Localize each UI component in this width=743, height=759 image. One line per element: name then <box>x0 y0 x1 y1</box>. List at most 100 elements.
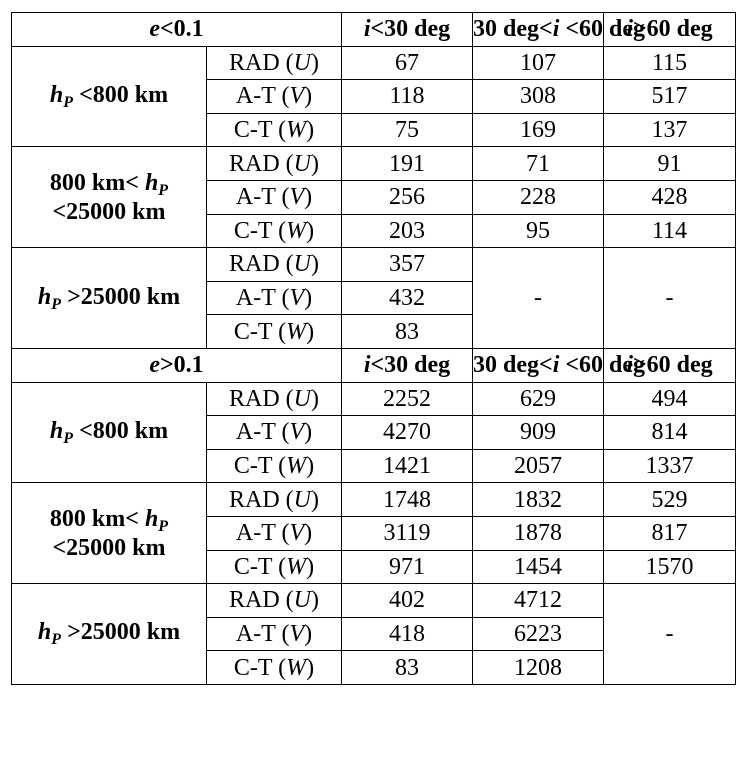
header-row: e>0.1 i<30 deg 30 deg<i <60 deg i>60 deg <box>11 347 736 383</box>
component-label: A-T (V) <box>206 179 342 215</box>
component-symbol: V <box>289 285 305 312</box>
value-cell: 909 <box>472 415 604 450</box>
component-close: ) <box>304 184 313 211</box>
perigee-altitude-label: hP >25000 km <box>11 583 207 685</box>
component-close: ) <box>311 150 319 177</box>
perigee-range-upper: <25000 km <box>52 534 166 561</box>
component-close: ) <box>306 217 315 244</box>
component-close: ) <box>311 587 319 614</box>
table-row: A-T (V) 432 <box>12 280 736 316</box>
value-cell: 1748 <box>341 482 473 517</box>
component-label: A-T (V) <box>206 79 342 114</box>
value-cell: 1454 <box>472 549 604 585</box>
inclination-symbol: i <box>626 352 633 379</box>
component-label: C-T (W) <box>206 650 342 685</box>
component-label: RAD (U) <box>206 583 342 618</box>
component-close: ) <box>304 620 313 647</box>
component-close: ) <box>306 453 315 480</box>
table-row: C-T (W) 83 <box>12 314 736 349</box>
component-symbol: V <box>289 520 305 547</box>
table-row: 800 km< hP <25000 km RAD (U) 1748 1832 529 <box>11 482 736 585</box>
perigee-altitude-label: 800 km< hP <25000 km <box>11 482 207 585</box>
value-cell: 4712 <box>472 583 604 618</box>
component-name: A-T ( <box>235 285 290 312</box>
component-label: RAD (U) <box>206 146 342 181</box>
component-close: ) <box>306 553 315 580</box>
value-cell: 118 <box>341 79 473 114</box>
component-name: A-T ( <box>235 83 290 110</box>
inclination-prefix: 30 deg< <box>473 16 553 43</box>
eccentricity-symbol: e <box>149 16 160 43</box>
value-cell: 2252 <box>341 381 473 417</box>
perigee-symbol: h <box>37 619 52 646</box>
perigee-range-lower: 800 km< <box>49 169 145 196</box>
inclination-symbol: i <box>626 16 633 43</box>
perigee-subscript: P <box>158 181 169 199</box>
component-label: RAD (U) <box>206 381 342 417</box>
value-cell: 308 <box>472 79 604 114</box>
perigee-altitude-label: hP <800 km <box>11 45 207 148</box>
value-cell: 1208 <box>472 650 604 685</box>
component-close: ) <box>306 318 315 345</box>
table-row: A-T (V) 118 308 517 <box>12 79 736 114</box>
table-row: C-T (W) 203 95 114 <box>12 213 736 249</box>
value-cell: 418 <box>341 616 473 652</box>
component-symbol: U <box>293 49 311 76</box>
perigee-symbol: h <box>49 417 64 444</box>
component-symbol: V <box>289 419 305 446</box>
value-cell: 83 <box>341 314 473 349</box>
value-cell: 817 <box>603 515 736 551</box>
inclination-range: >60 deg <box>632 352 713 379</box>
value-cell: 75 <box>341 112 473 148</box>
component-name: C-T ( <box>233 117 287 144</box>
component-symbol: V <box>289 620 305 647</box>
value-cell: 517 <box>603 79 736 114</box>
component-label: A-T (V) <box>206 515 342 551</box>
component-label: RAD (U) <box>206 482 342 517</box>
component-symbol: U <box>293 587 311 614</box>
value-cell: 1570 <box>603 549 736 585</box>
value-cell: 71 <box>472 146 604 181</box>
component-name: A-T ( <box>235 520 290 547</box>
component-close: ) <box>306 654 315 681</box>
component-close: ) <box>304 83 313 110</box>
value-cell: 814 <box>603 415 736 450</box>
perigee-symbol: h <box>37 283 52 310</box>
header-row: e<0.1 i<30 deg 30 deg<i <60 deg i>60 deg <box>11 12 736 47</box>
perigee-range: >25000 km <box>61 619 181 646</box>
component-label: C-T (W) <box>206 549 342 585</box>
value-cell: 67 <box>341 45 473 81</box>
component-symbol: U <box>293 385 311 412</box>
inclination-header: 30 deg<i <60 deg <box>472 347 645 383</box>
value-cell: 432 <box>341 280 473 316</box>
value-cell: 971 <box>341 549 473 585</box>
value-cell: 494 <box>603 381 736 417</box>
component-name: RAD ( <box>228 150 294 177</box>
component-symbol: V <box>289 83 305 110</box>
component-close: ) <box>304 285 313 312</box>
component-close: ) <box>311 49 319 76</box>
perigee-subscript: P <box>51 631 62 649</box>
eccentricity-label: e<0.1 <box>11 12 342 47</box>
component-name: C-T ( <box>233 453 287 480</box>
perigee-range: <800 km <box>73 81 169 108</box>
component-name: A-T ( <box>235 184 290 211</box>
component-name: C-T ( <box>233 318 287 345</box>
table-row: hP >25000 km RAD (U) 402 4712- <box>11 583 736 685</box>
inclination-range: <30 deg <box>370 16 451 43</box>
value-cell: 2057 <box>472 448 604 484</box>
table-row: hP <800 km RAD (U) 2252 629 494 <box>11 381 736 484</box>
component-label: RAD (U) <box>206 45 342 81</box>
value-cell: 203 <box>341 213 473 249</box>
value-cell: 1832 <box>472 482 604 517</box>
component-symbol: W <box>286 553 307 580</box>
table-row: hP >25000 km RAD (U) 357- - <box>11 247 736 349</box>
component-label: C-T (W) <box>206 112 342 148</box>
table-row: C-T (W) 83 1208 <box>12 650 736 685</box>
empty-value-cell: - <box>472 247 604 349</box>
empty-value-cell: - <box>603 583 736 685</box>
table-row: A-T (V) 256 228 428 <box>12 179 736 215</box>
inclination-header: i<30 deg <box>341 12 473 47</box>
perigee-altitude-label: hP <800 km <box>11 381 207 484</box>
component-name: A-T ( <box>235 620 290 647</box>
